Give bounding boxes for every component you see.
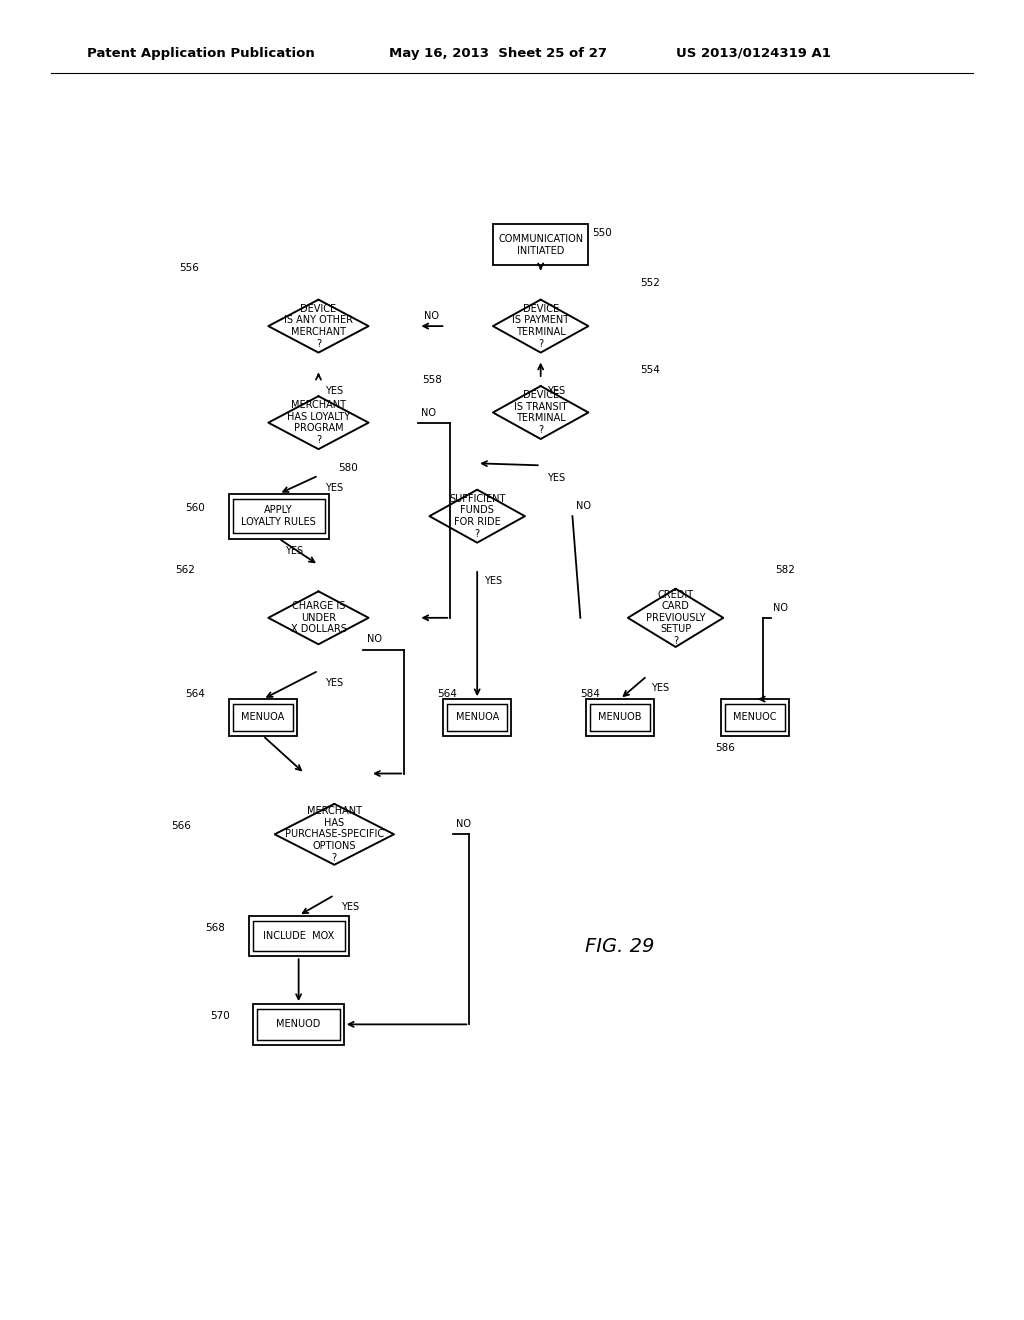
Text: APPLY
LOYALTY RULES: APPLY LOYALTY RULES bbox=[242, 506, 316, 527]
Bar bbox=[253, 921, 345, 952]
Text: NO: NO bbox=[456, 820, 471, 829]
Bar bbox=[229, 700, 297, 735]
Bar bbox=[253, 1005, 344, 1044]
Text: 568: 568 bbox=[205, 923, 225, 933]
Text: 570: 570 bbox=[210, 1011, 229, 1022]
Text: 564: 564 bbox=[437, 689, 457, 700]
Text: 580: 580 bbox=[338, 463, 358, 474]
Bar bbox=[249, 916, 348, 956]
Text: YES: YES bbox=[651, 684, 669, 693]
Text: NO: NO bbox=[421, 408, 436, 417]
Text: YES: YES bbox=[483, 577, 502, 586]
Text: COMMUNICATION
INITIATED: COMMUNICATION INITIATED bbox=[498, 234, 584, 256]
Text: 558: 558 bbox=[423, 375, 442, 385]
Text: 582: 582 bbox=[775, 565, 795, 574]
Text: May 16, 2013  Sheet 25 of 27: May 16, 2013 Sheet 25 of 27 bbox=[389, 46, 607, 59]
Text: YES: YES bbox=[341, 903, 358, 912]
Text: 566: 566 bbox=[172, 821, 191, 832]
Text: YES: YES bbox=[547, 473, 565, 483]
Text: YES: YES bbox=[285, 545, 303, 556]
Text: MENUOA: MENUOA bbox=[242, 713, 285, 722]
Text: 554: 554 bbox=[640, 364, 659, 375]
Polygon shape bbox=[494, 300, 588, 352]
Polygon shape bbox=[628, 589, 723, 647]
Text: DEVICE
IS PAYMENT
TERMINAL
?: DEVICE IS PAYMENT TERMINAL ? bbox=[512, 304, 569, 348]
Bar bbox=[257, 1008, 340, 1040]
Text: SUFFICIENT
FUNDS
FOR RIDE
?: SUFFICIENT FUNDS FOR RIDE ? bbox=[449, 494, 506, 539]
Text: 584: 584 bbox=[580, 689, 600, 700]
Text: MENUOC: MENUOC bbox=[733, 713, 776, 722]
Text: MERCHANT
HAS
PURCHASE-SPECIFIC
OPTIONS
?: MERCHANT HAS PURCHASE-SPECIFIC OPTIONS ? bbox=[285, 807, 384, 862]
Bar bbox=[590, 704, 650, 731]
Polygon shape bbox=[274, 804, 394, 865]
Text: NO: NO bbox=[425, 312, 439, 321]
Text: FIG. 29: FIG. 29 bbox=[586, 937, 654, 956]
Text: 562: 562 bbox=[175, 565, 195, 576]
Bar bbox=[443, 700, 511, 735]
Text: Patent Application Publication: Patent Application Publication bbox=[87, 46, 314, 59]
Polygon shape bbox=[268, 591, 369, 644]
Text: MENUOB: MENUOB bbox=[598, 713, 642, 722]
Text: 550: 550 bbox=[592, 227, 612, 238]
Text: 564: 564 bbox=[185, 689, 206, 700]
Text: 560: 560 bbox=[185, 503, 205, 513]
Bar bbox=[494, 224, 589, 265]
Bar bbox=[725, 704, 784, 731]
Text: US 2013/0124319 A1: US 2013/0124319 A1 bbox=[676, 46, 830, 59]
Bar bbox=[587, 700, 653, 735]
Text: MERCHANT
HAS LOYALTY
PROGRAM
?: MERCHANT HAS LOYALTY PROGRAM ? bbox=[287, 400, 350, 445]
Bar bbox=[233, 704, 293, 731]
Text: YES: YES bbox=[325, 483, 343, 492]
Text: INCLUDE  MOX: INCLUDE MOX bbox=[263, 931, 334, 941]
Text: YES: YES bbox=[547, 387, 565, 396]
Text: DEVICE
IS ANY OTHER
MERCHANT
?: DEVICE IS ANY OTHER MERCHANT ? bbox=[284, 304, 353, 348]
Polygon shape bbox=[430, 490, 524, 543]
Bar bbox=[721, 700, 788, 735]
Text: NO: NO bbox=[368, 635, 382, 644]
Text: 552: 552 bbox=[640, 279, 659, 288]
Text: 586: 586 bbox=[715, 743, 735, 752]
Text: NO: NO bbox=[577, 502, 592, 511]
Polygon shape bbox=[268, 396, 369, 449]
Polygon shape bbox=[494, 385, 588, 440]
Text: CREDIT
CARD
PREVIOUSLY
SETUP
?: CREDIT CARD PREVIOUSLY SETUP ? bbox=[646, 590, 706, 645]
Text: MENUOA: MENUOA bbox=[456, 713, 499, 722]
Text: YES: YES bbox=[325, 387, 343, 396]
Bar bbox=[228, 494, 329, 539]
Text: DEVICE
IS TRANSIT
TERMINAL
?: DEVICE IS TRANSIT TERMINAL ? bbox=[514, 391, 567, 434]
Bar bbox=[232, 499, 325, 533]
Text: NO: NO bbox=[773, 603, 788, 612]
Text: 556: 556 bbox=[179, 263, 199, 273]
Text: YES: YES bbox=[325, 678, 343, 688]
Polygon shape bbox=[268, 300, 369, 352]
Text: MENUOD: MENUOD bbox=[276, 1019, 321, 1030]
Text: CHARGE IS
UNDER
X DOLLARS: CHARGE IS UNDER X DOLLARS bbox=[291, 601, 346, 635]
Bar bbox=[447, 704, 507, 731]
